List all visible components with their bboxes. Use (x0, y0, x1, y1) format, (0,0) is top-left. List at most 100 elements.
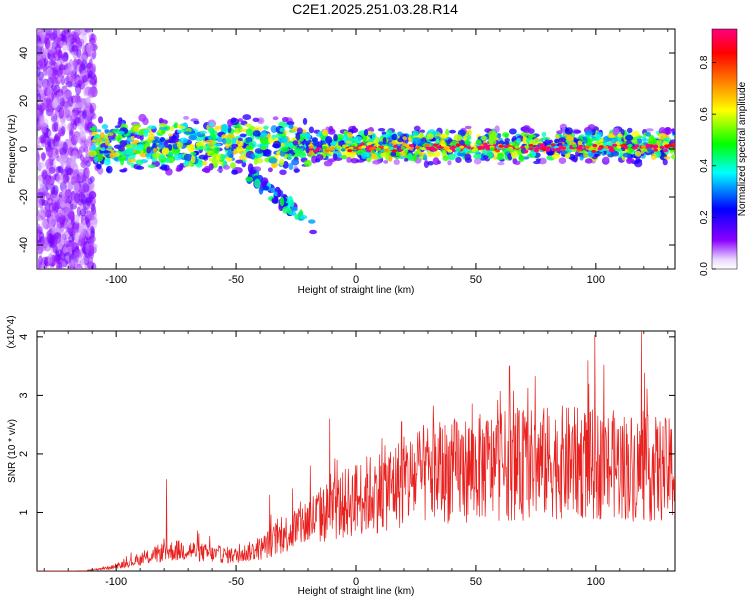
heatmap-cell (553, 138, 560, 144)
heatmap-cell (81, 109, 87, 119)
heatmap-cell (164, 158, 169, 164)
heatmap-cell (641, 138, 649, 142)
heatmap-cell (477, 145, 483, 149)
heatmap-cell (125, 144, 134, 149)
heatmap-cell (665, 127, 671, 131)
heatmap-cell (270, 125, 278, 134)
heatmap-cell (130, 135, 135, 140)
heatmap-cell (671, 154, 675, 160)
heatmap-cell (188, 134, 197, 141)
heatmap-cell (78, 40, 83, 50)
heatmap-cell (528, 144, 534, 148)
heatmap-cell (412, 130, 419, 137)
heatmap-cell (117, 120, 122, 128)
heatmap-cell (50, 183, 56, 195)
heatmap-cell (556, 130, 563, 135)
heatmap-cell (635, 159, 643, 163)
heatmap-cell (104, 138, 110, 146)
heatmap-cell (100, 150, 110, 154)
heatmap-cell (45, 192, 51, 201)
y-tick-label: -40 (18, 237, 30, 253)
snr-axes: -100 -50 0 50 100 1 2 3 4 (18, 331, 675, 588)
heatmap-cell (316, 133, 323, 137)
heatmap-cell (277, 189, 282, 197)
heatmap-cell (313, 149, 319, 153)
heatmap-cell (263, 125, 269, 130)
heatmap-cell (336, 145, 342, 149)
heatmap-cell (61, 52, 69, 62)
heatmap-cell (41, 218, 47, 229)
heatmap-cell (298, 152, 307, 159)
heatmap-cell (85, 243, 90, 254)
snr-panel: -100 -50 0 50 100 1 2 3 4 (x10^4) (6, 315, 676, 588)
heatmap-cell (380, 152, 387, 158)
heatmap-cell (81, 131, 86, 141)
heatmap-cell (471, 148, 477, 153)
heatmap-cell (97, 129, 102, 133)
heatmap-cell (46, 233, 54, 244)
heatmap-cell (37, 109, 40, 118)
heatmap-cell (622, 152, 631, 158)
bottom-xlabel: Height of straight line (km) (298, 586, 415, 597)
heatmap-cell (74, 232, 80, 243)
heatmap-cell (74, 214, 80, 224)
heatmap-cell (631, 130, 640, 138)
heatmap-cell (340, 148, 346, 152)
heatmap-cell (121, 169, 127, 173)
heatmap-cell (518, 154, 525, 163)
heatmap-cell (63, 207, 71, 214)
heatmap-cell (612, 143, 618, 147)
heatmap-cell (291, 206, 298, 212)
heatmap-cell (448, 138, 453, 142)
heatmap-cell (208, 122, 214, 127)
heatmap-cell (590, 137, 599, 141)
heatmap-cell (167, 133, 174, 137)
heatmap-cell (80, 228, 86, 239)
heatmap-cell (482, 155, 489, 159)
heatmap-cell (99, 131, 105, 139)
heatmap-cell (390, 151, 397, 157)
heatmap-cell (513, 160, 521, 166)
heatmap-cell (152, 139, 161, 144)
heatmap-cell (231, 169, 238, 175)
x-tick-label: 100 (587, 576, 605, 588)
heatmap-cell (459, 145, 465, 149)
heatmap-cell (72, 182, 80, 193)
spectrogram-panel: -100 -50 0 50 100 -40 -20 0 20 40 (18, 28, 676, 286)
heatmap-cell (179, 162, 184, 171)
heatmap-cell (53, 134, 61, 142)
heatmap-cell (222, 138, 227, 145)
heatmap-cell (400, 152, 406, 157)
heatmap-cell (50, 112, 57, 123)
heatmap-cell (626, 127, 633, 134)
heatmap-cell (511, 151, 518, 159)
y-tick-label: 3 (18, 392, 30, 398)
heatmap-cell (603, 136, 608, 144)
heatmap-cell (377, 127, 386, 132)
heatmap-cell (66, 42, 72, 52)
heatmap-cell (152, 152, 161, 159)
heatmap-cell (603, 145, 609, 150)
heatmap-cell (48, 216, 56, 228)
spectrogram-axes: -100 -50 0 50 100 -40 -20 0 20 40 (18, 29, 675, 286)
heatmap-cell (280, 142, 285, 148)
heatmap-cell (485, 147, 491, 151)
heatmap-cell (53, 239, 58, 248)
heatmap-cell (37, 194, 40, 204)
heatmap-cell (669, 147, 675, 152)
heatmap-cell (96, 138, 103, 142)
heatmap-cell (650, 153, 657, 160)
heatmap-cell (205, 139, 214, 143)
heatmap-cell (76, 206, 81, 217)
colorbar-tick-label: 0.4 (699, 158, 710, 172)
heatmap-cell (193, 132, 200, 136)
heatmap-cell (116, 130, 125, 135)
heatmap-cell (158, 123, 167, 128)
heatmap-cell (84, 120, 89, 131)
heatmap-cell (558, 157, 567, 164)
heatmap-cell (447, 160, 452, 166)
heatmap-cell (62, 173, 70, 184)
heatmap-cell (371, 153, 378, 158)
heatmap-cell (85, 219, 91, 229)
heatmap-cell (51, 201, 60, 214)
